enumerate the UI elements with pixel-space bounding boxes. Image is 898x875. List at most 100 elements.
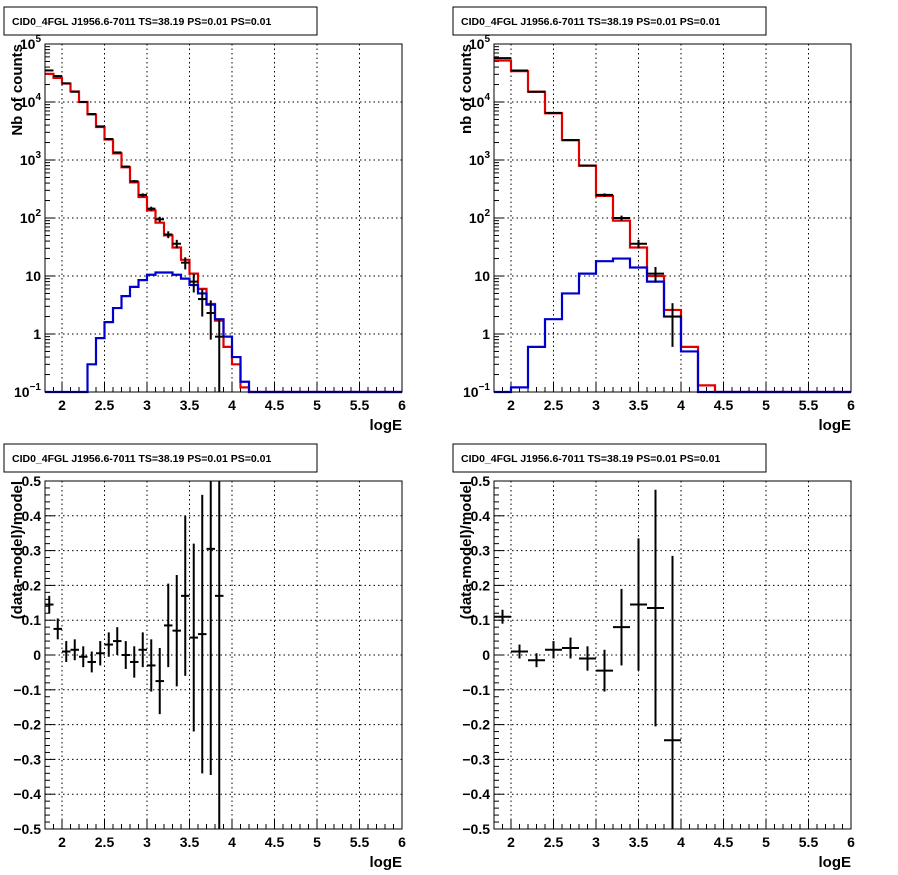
chart-title: CID0_4FGL J1956.6-7011 TS=38.19 PS=0.01 …: [461, 453, 720, 465]
data-points: [494, 57, 681, 347]
data-point: [138, 632, 147, 668]
residual-panel-right: CID0_4FGL J1956.6-7011 TS=38.19 PS=0.01 …: [452, 443, 855, 871]
data-point: [70, 639, 79, 661]
data-point: [96, 125, 105, 128]
x-tick-label: 2.5: [95, 834, 115, 850]
tick-base: 10: [20, 36, 36, 52]
chart-title: CID0_4FGL J1956.6-7011 TS=38.19 PS=0.01 …: [12, 16, 271, 28]
plot-frame: [493, 43, 852, 393]
data-point: [215, 319, 224, 392]
y-tick-label: 0.3: [471, 543, 491, 559]
tick-exponent: 2: [35, 208, 41, 219]
x-tick-label: 6: [398, 834, 406, 850]
tick-base: 10: [20, 94, 36, 110]
data-point: [579, 646, 596, 671]
data-point: [113, 627, 122, 655]
tick-exponent: 3: [35, 150, 41, 161]
y-tick-label: −0.2: [462, 717, 490, 733]
plot-frame: [44, 43, 403, 393]
data-point: [206, 481, 215, 776]
x-tick-label: 3: [592, 834, 600, 850]
data-point: [596, 193, 613, 197]
x-tick-label: 4.5: [265, 834, 285, 850]
residual-panel-left: CID0_4FGL J1956.6-7011 TS=38.19 PS=0.01 …: [3, 443, 406, 871]
y-axis-title: (data-model)/model: [458, 481, 475, 619]
title-box: [452, 443, 767, 473]
y-tick-label: −0.3: [462, 751, 490, 767]
y-tick-label: 10: [474, 268, 490, 284]
y-tick-label: 103: [20, 150, 42, 168]
data-point: [62, 641, 71, 662]
x-tick-label: 4: [677, 397, 685, 413]
y-tick-label: 0.2: [22, 577, 42, 593]
x-tick-label: 3: [143, 834, 151, 850]
tick-base: 10: [469, 94, 485, 110]
data-point: [198, 288, 207, 317]
y-tick-label: 0.4: [22, 508, 42, 524]
x-axis-title: logE: [370, 417, 403, 434]
y-tick-label: 105: [20, 34, 42, 52]
x-tick-label: 5.5: [350, 834, 370, 850]
x-tick-label: 4: [677, 834, 685, 850]
x-tick-label: 4: [228, 834, 236, 850]
x-tick-label: 4.5: [265, 397, 285, 413]
y-tick-label: −0.1: [462, 682, 490, 698]
y-axis-title: (data-model)/model: [9, 481, 26, 619]
y-tick-label: −0.5: [13, 821, 41, 837]
y-tick-label: 0.5: [22, 473, 42, 489]
data-point: [104, 632, 113, 657]
x-tick-label: 3: [592, 397, 600, 413]
grid: [45, 481, 402, 829]
x-tick-label: 5: [762, 397, 770, 413]
y-tick-label: −0.4: [13, 786, 41, 802]
data-point: [147, 206, 156, 211]
x-tick-label: 2: [58, 397, 66, 413]
data-point: [189, 274, 198, 293]
y-axis-title: nb of counts: [458, 44, 475, 134]
tick-base: 10: [469, 210, 485, 226]
chart-title: CID0_4FGL J1956.6-7011 TS=38.19 PS=0.01 …: [12, 453, 271, 465]
spectrum-panel-right: CID0_4FGL J1956.6-7011 TS=38.19 PS=0.01 …: [452, 6, 855, 434]
tick-exponent: 2: [484, 208, 490, 219]
tick-exponent: 5: [35, 34, 41, 45]
grid: [494, 44, 851, 392]
data-point: [664, 555, 681, 829]
x-tick-label: 4.5: [714, 397, 734, 413]
data-point: [215, 481, 224, 829]
y-tick-label: −0.1: [13, 682, 41, 698]
data-point: [121, 641, 130, 669]
data-point: [630, 538, 647, 671]
data-point: [87, 113, 96, 116]
x-tick-label: 3.5: [180, 834, 200, 850]
y-tick-label: 104: [469, 92, 491, 110]
data-points: [45, 69, 224, 392]
data-point: [130, 646, 139, 678]
plot-frame: [493, 480, 852, 830]
data-point: [630, 239, 647, 249]
x-axis-title: logE: [819, 417, 852, 434]
data-point: [189, 543, 198, 732]
y-tick-label: 1: [482, 326, 490, 342]
source-model-histogram: [45, 271, 402, 394]
total-model-histogram: [45, 72, 402, 394]
y-tick-label: −0.5: [462, 821, 490, 837]
x-tick-label: 3.5: [180, 397, 200, 413]
tick-exponent: −1: [479, 382, 491, 393]
y-tick-label: 0.2: [471, 577, 491, 593]
y-tick-label: 102: [20, 208, 42, 226]
data-points: [494, 489, 681, 829]
data-point: [164, 583, 173, 668]
title-box: [3, 443, 318, 473]
tick-base: 10: [469, 36, 485, 52]
tick-exponent: 4: [35, 92, 41, 103]
data-point: [494, 609, 511, 624]
x-tick-label: 3.5: [629, 397, 649, 413]
plot-frame: [44, 480, 403, 830]
data-point: [164, 231, 173, 239]
y-tick-label: 104: [20, 92, 42, 110]
y-axis-title: Nb of counts: [9, 44, 26, 136]
tick-exponent: 5: [484, 34, 490, 45]
x-axis-title: logE: [370, 854, 403, 871]
tick-base: 10: [20, 210, 36, 226]
